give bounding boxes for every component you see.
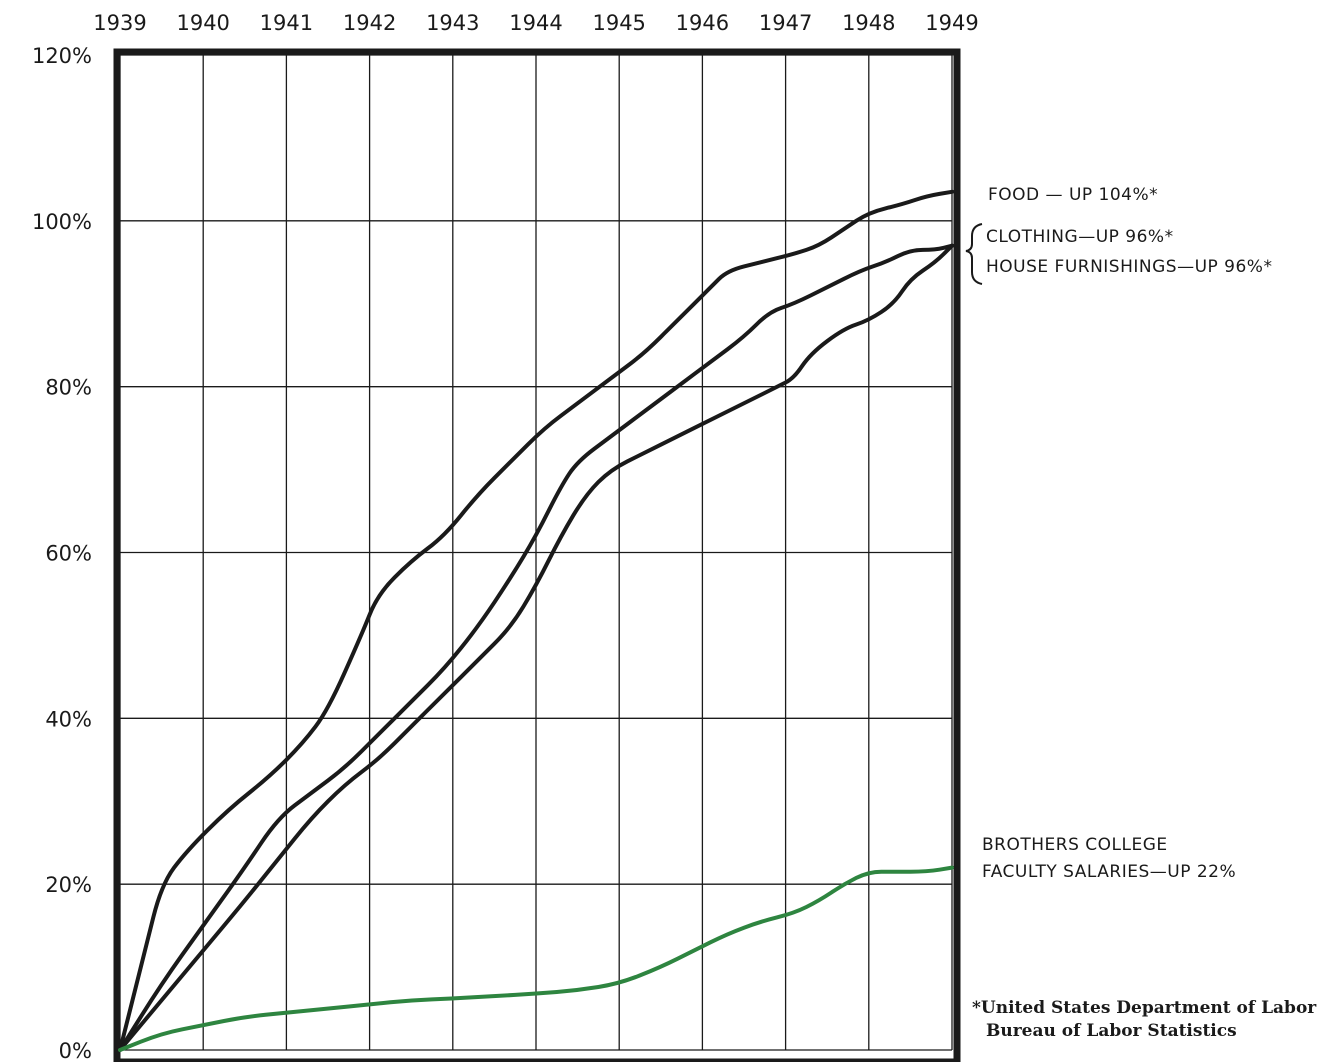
x-tick-label-1948: 1948	[842, 11, 895, 35]
clothing-series-label: CLOTHING—UP 96%*	[986, 227, 1174, 247]
source-note-line1: *United States Department of Labor	[972, 998, 1317, 1018]
plot-frame	[113, 48, 961, 1062]
series-line-house-furnishings-up	[118, 243, 954, 1052]
series-line-food-up	[118, 189, 954, 1052]
x-tick-label-1947: 1947	[759, 11, 812, 35]
source-note-line2: Bureau of Labor Statistics	[986, 1021, 1237, 1041]
y-tick-label-120: 120%	[32, 44, 92, 68]
clothing-house-bracket	[965, 223, 983, 285]
y-tick-label-60: 60%	[45, 542, 92, 566]
y-axis-percent-labels: 0% 20% 40% 60% 80% 100% 120%	[32, 44, 92, 1062]
y-tick-label-80: 80%	[45, 376, 92, 400]
series-line-clothing-up	[118, 243, 954, 1052]
x-tick-label-1942: 1942	[343, 11, 396, 35]
x-tick-label-1944: 1944	[509, 11, 562, 35]
x-tick-label-1949: 1949	[925, 11, 978, 35]
x-tick-label-1939: 1939	[93, 11, 146, 35]
salaries-label-line2: FACULTY SALARIES—UP 22%	[982, 862, 1236, 882]
x-tick-label-1940: 1940	[176, 11, 229, 35]
y-tick-label-100: 100%	[32, 210, 92, 234]
y-tick-label-0: 0%	[59, 1039, 92, 1062]
house-furnishings-series-label: HOUSE FURNISHINGS—UP 96%*	[986, 257, 1272, 277]
x-tick-label-1941: 1941	[260, 11, 313, 35]
salaries-label-line1: BROTHERS COLLEGE	[982, 835, 1168, 855]
x-tick-label-1943: 1943	[426, 11, 479, 35]
x-axis-year-labels: 1939 1940 1941 1942 1943 1944 1945 1946 1947 1948…	[93, 11, 978, 35]
food-series-label: FOOD — UP 104%*	[988, 185, 1158, 205]
y-tick-label-20: 20%	[45, 873, 92, 897]
series-lines	[118, 189, 954, 1052]
x-tick-label-1945: 1945	[592, 11, 645, 35]
y-tick-label-40: 40%	[45, 707, 92, 731]
series-line-brothers-college-faculty-salaries-up	[118, 865, 954, 1052]
x-tick-label-1946: 1946	[676, 11, 729, 35]
